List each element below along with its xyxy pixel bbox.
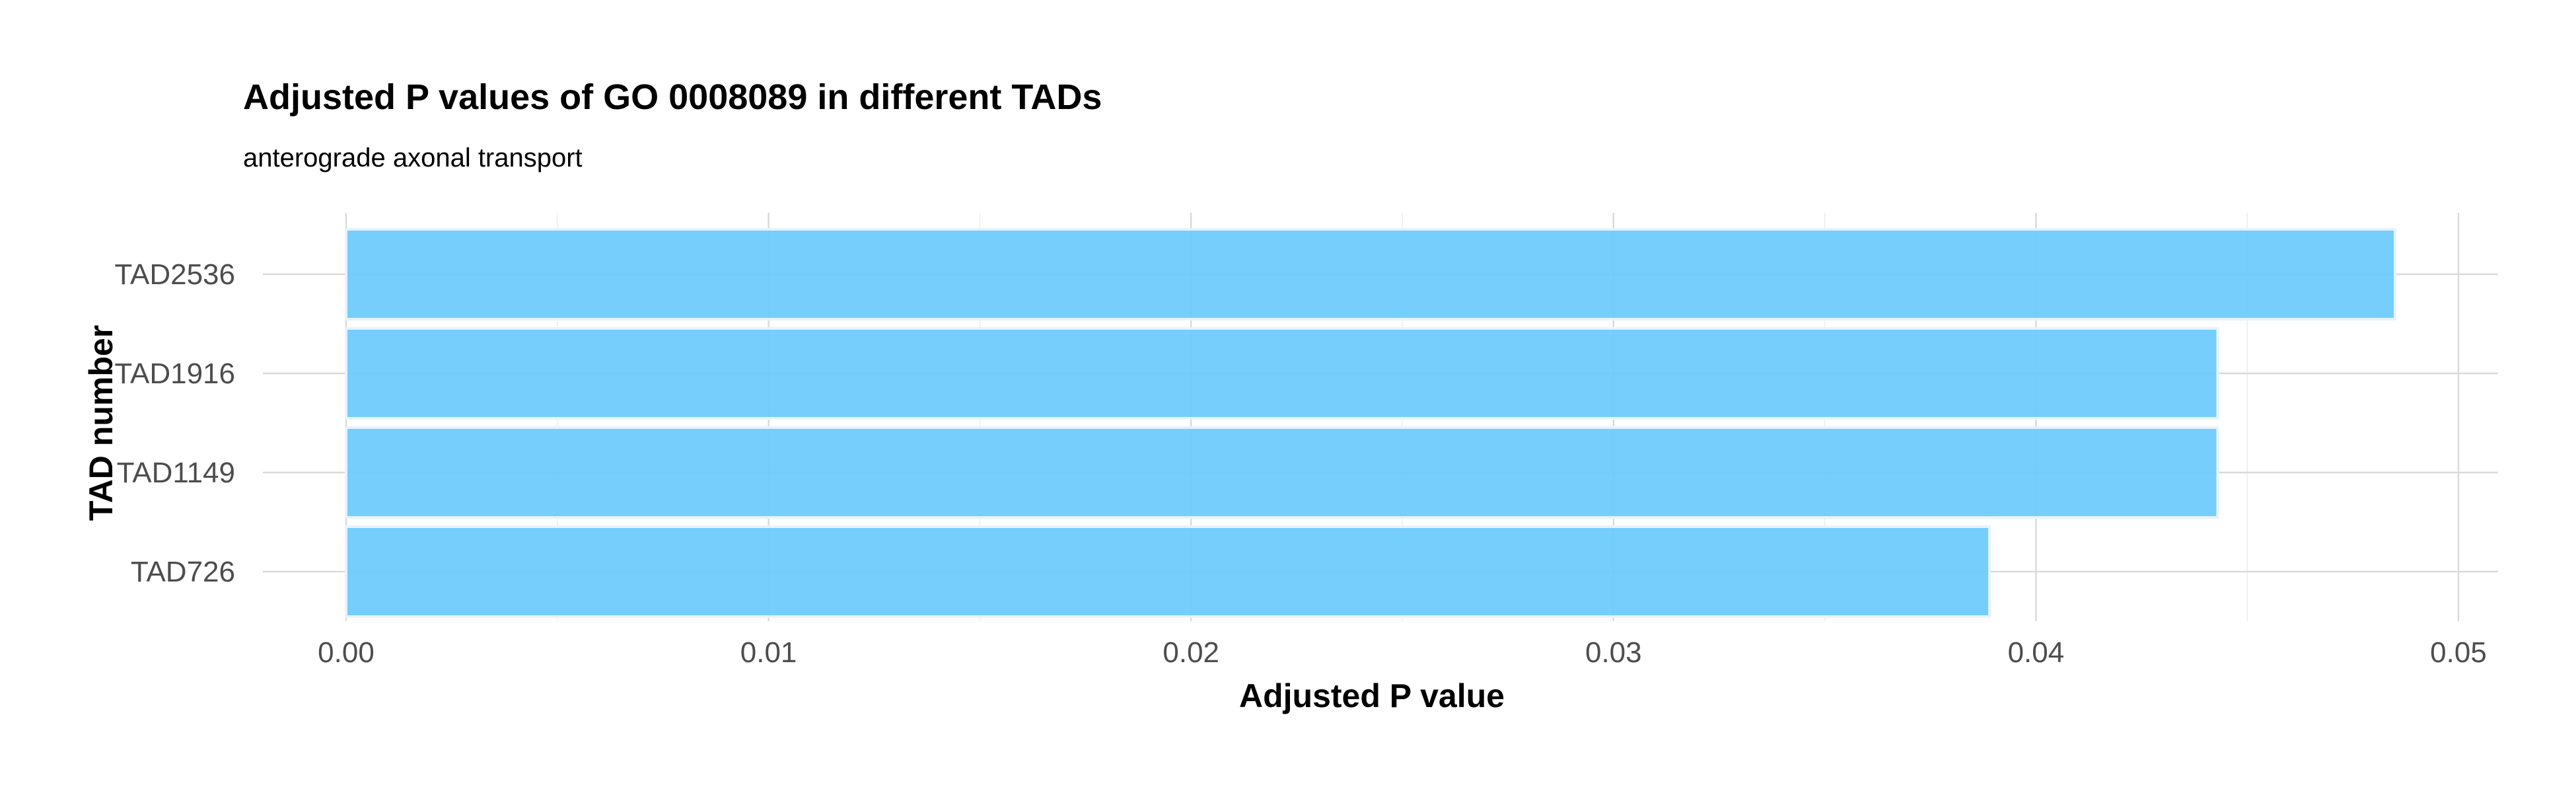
x-tick-labels: 0.00 0.01 0.02 0.03 0.04 0.05 bbox=[318, 636, 2487, 669]
bar-tad1149 bbox=[345, 426, 2219, 519]
chart-title: Adjusted P values of GO 0008089 in diffe… bbox=[243, 77, 1102, 117]
y-axis-title: TAD number bbox=[83, 325, 120, 521]
y-tick-labels: TAD2536 TAD1916 TAD1149 TAD726 bbox=[114, 258, 235, 588]
x-axis-title: Adjusted P value bbox=[1239, 677, 1505, 714]
y-tick-label: TAD1149 bbox=[117, 457, 235, 489]
x-tick-label: 0.03 bbox=[1585, 636, 1642, 669]
x-tick-label: 0.05 bbox=[2430, 636, 2487, 669]
x-tick-label: 0.02 bbox=[1163, 636, 1219, 669]
bar-tad1916 bbox=[345, 327, 2219, 420]
chart-subtitle: anterograde axonal transport bbox=[243, 143, 583, 172]
y-tick-label: TAD2536 bbox=[114, 258, 235, 291]
x-tick-label: 0.04 bbox=[2008, 636, 2065, 669]
x-tick-label: 0.00 bbox=[318, 636, 375, 669]
bar-tad726 bbox=[345, 525, 1991, 618]
y-tick-label: TAD726 bbox=[131, 556, 235, 588]
bars bbox=[345, 228, 2397, 618]
bar-tad2536 bbox=[345, 228, 2397, 321]
x-tick-label: 0.01 bbox=[740, 636, 797, 669]
y-tick-label: TAD1916 bbox=[114, 358, 235, 390]
